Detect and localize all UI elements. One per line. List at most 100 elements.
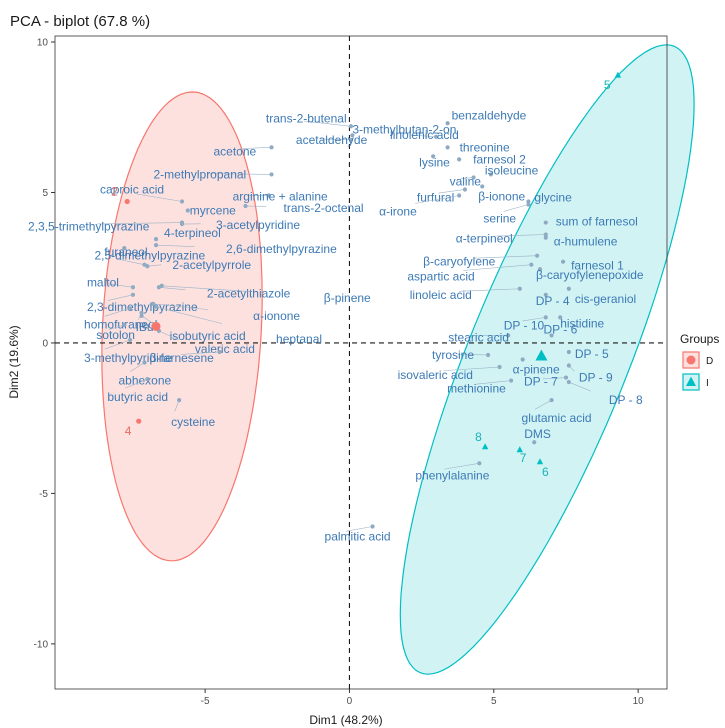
label-leader-line xyxy=(568,365,575,372)
legend-title: Groups xyxy=(680,332,719,346)
x-tick-label: -5 xyxy=(201,696,210,707)
variable-point xyxy=(445,145,450,150)
variable-point xyxy=(185,208,190,213)
variable-point xyxy=(122,246,127,251)
variable-label: DP - 6 xyxy=(544,322,578,336)
observation-label: 7 xyxy=(520,451,527,465)
variable-label: sum of farnesol xyxy=(556,215,638,229)
observation-label: 2 xyxy=(111,185,118,199)
variable-label: trans-2-octenal xyxy=(284,201,364,215)
variable-label: β-farnesene xyxy=(150,351,215,365)
legend-label: D xyxy=(706,356,713,367)
variable-label: farnesol 1 xyxy=(571,259,624,273)
x-tick-label: 0 xyxy=(347,696,353,707)
variable-point xyxy=(534,253,540,258)
variable-point xyxy=(543,292,548,297)
label-leader-line xyxy=(438,189,465,194)
x-tick-label: 10 xyxy=(633,696,645,707)
variable-point xyxy=(153,237,159,242)
observation-point xyxy=(481,443,489,450)
variable-point xyxy=(526,199,531,204)
variable-label: α-irone xyxy=(379,204,417,218)
variable-point xyxy=(153,304,159,309)
variable-point xyxy=(457,157,462,162)
variable-point xyxy=(537,267,543,272)
label-leader-line xyxy=(108,324,125,330)
variable-label: 3-methylpyridine xyxy=(84,351,172,365)
variable-points: trans-2-butenal 3-methylbutan-2-onacetald… xyxy=(28,108,644,543)
label-leader-line xyxy=(415,195,460,204)
observation-point xyxy=(136,418,142,424)
variable-label: glutamic acid xyxy=(522,411,592,425)
label-leader-line xyxy=(568,381,591,392)
variable-label: cis-geraniol xyxy=(575,292,636,306)
variable-point xyxy=(243,203,248,209)
variable-label: 3-methylbutan-2-on xyxy=(352,122,456,136)
group-observations: 2 4 5 8 7 6 xyxy=(111,71,622,479)
variable-label: β-pinene xyxy=(324,291,371,305)
label-leader-line xyxy=(138,312,142,320)
observation-label: 6 xyxy=(542,465,549,479)
y-tick-label: -10 xyxy=(34,639,49,650)
label-leader-line xyxy=(156,244,195,247)
label-leader-line xyxy=(181,351,220,355)
label-leader-line xyxy=(444,463,480,470)
variable-point xyxy=(462,187,468,192)
observation-point xyxy=(614,71,622,78)
variable-label: 2,3,5-trimethylpyrazine xyxy=(28,220,150,234)
variable-point xyxy=(431,154,436,159)
variable-label: serine xyxy=(483,212,516,226)
variable-point xyxy=(560,259,566,264)
label-leader-line xyxy=(147,264,162,267)
variable-label: caproic acid xyxy=(100,183,164,197)
group-ellipses xyxy=(101,44,695,675)
variable-label: 4-terpineol xyxy=(164,226,221,240)
observation-label: 4 xyxy=(125,424,132,438)
observation-point xyxy=(516,446,523,453)
variable-label: linoleic acid xyxy=(410,288,472,302)
variable-point xyxy=(457,193,462,198)
legend-label: I xyxy=(706,378,709,389)
variable-label: IBu xyxy=(136,320,154,334)
label-leader-line xyxy=(304,120,351,127)
label-leader-line xyxy=(158,286,186,291)
variable-point xyxy=(488,172,494,177)
plot-panel xyxy=(54,35,668,690)
variable-label: homofuraneol xyxy=(84,317,157,331)
variable-label: myrcene xyxy=(190,204,236,218)
variable-label: α-pinene xyxy=(513,362,560,376)
variable-label: DP - 9 xyxy=(579,371,613,385)
label-leader-line xyxy=(153,303,209,310)
label-leader-line xyxy=(161,285,251,292)
variable-label: 2,6-dimethylpyrazine xyxy=(226,242,337,256)
variable-point xyxy=(526,202,531,207)
y-tick-label: 10 xyxy=(37,38,49,49)
variable-label: aspartic acid xyxy=(407,270,474,284)
observation-label: 8 xyxy=(475,430,482,444)
variable-point xyxy=(179,221,185,227)
label-leader-line xyxy=(522,317,546,322)
variable-label: methionine xyxy=(447,382,506,396)
observation-point xyxy=(124,198,130,205)
variable-label: α-terpineol xyxy=(456,232,513,246)
reference-lines xyxy=(55,36,667,689)
variable-label: DMS xyxy=(524,427,551,441)
variable-label: 2-acetylthiazole xyxy=(207,286,291,300)
variable-label: 3-acetylpyridine xyxy=(216,218,300,232)
group-centroid-D xyxy=(151,321,161,331)
chart-title: PCA - biplot (67.8 %) xyxy=(10,13,150,30)
variable-label: lysine xyxy=(419,155,450,169)
ellipse-group-I xyxy=(399,44,695,675)
variable-label: β-caryofylene xyxy=(423,255,496,269)
variable-point xyxy=(529,262,534,267)
variable-label: DP - 4 xyxy=(536,294,570,308)
variable-point xyxy=(543,235,548,240)
label-leader-line xyxy=(239,147,272,150)
variable-label: DP - 8 xyxy=(609,393,643,407)
variable-label: isobutyric acid xyxy=(170,329,246,343)
variable-label: valine xyxy=(450,174,482,188)
variable-point xyxy=(543,232,548,237)
variable-point xyxy=(532,440,537,445)
label-leader-line xyxy=(460,177,474,180)
variable-label: benzaldehyde xyxy=(452,108,527,122)
